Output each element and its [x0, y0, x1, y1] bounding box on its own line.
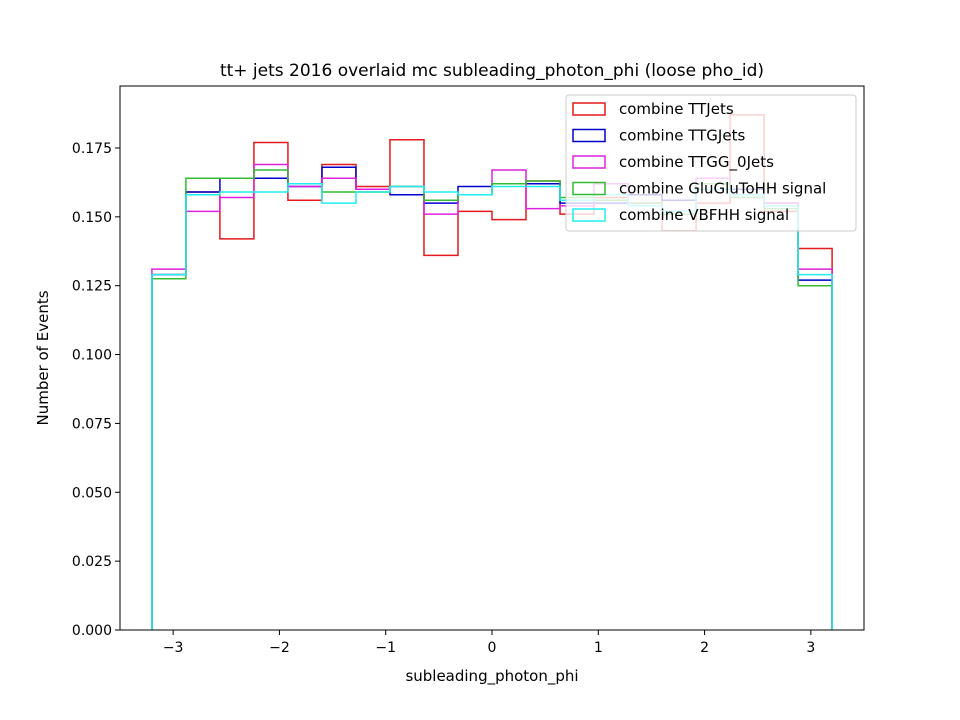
legend-swatch [572, 155, 606, 169]
x-tick-label: 2 [700, 640, 709, 656]
x-tick-label: −2 [269, 640, 290, 656]
x-tick-label: 0 [488, 640, 497, 656]
x-tick-label: 1 [594, 640, 603, 656]
x-axis: −3 −2 −1 0 1 2 3 [163, 630, 815, 656]
legend-label: combine TTGJets [619, 127, 745, 145]
y-tick-label: 0.175 [72, 141, 112, 157]
legend-label: combine TTGG_0Jets [619, 153, 774, 172]
x-tick-label: 3 [806, 640, 815, 656]
y-axis-label: Number of Events [34, 290, 52, 425]
legend-box [565, 94, 857, 232]
y-tick-label: 0.100 [72, 348, 112, 364]
x-tick-label: −1 [375, 640, 396, 656]
legend-swatch [572, 208, 606, 222]
legend-swatch [572, 102, 606, 116]
legend: combine TTJets combine TTGJets combine TTG… [565, 94, 857, 232]
legend-swatch [572, 181, 606, 196]
x-tick-label: −3 [163, 640, 184, 656]
chart-title: tt+ jets 2016 overlaid mc subleading_pho… [220, 61, 764, 81]
legend-label: combine GluGluToHH signal [619, 180, 826, 198]
y-tick-label: 0.000 [72, 623, 112, 639]
y-tick-label: 0.150 [72, 210, 112, 226]
y-tick-label: 0.050 [72, 485, 112, 501]
legend-swatch [572, 128, 606, 143]
y-tick-label: 0.025 [72, 554, 112, 570]
legend-label: combine TTJets [619, 100, 734, 118]
legend-label: combine VBFHH signal [619, 206, 789, 224]
x-axis-label: subleading_photon_phi [405, 667, 578, 686]
y-tick-label: 0.125 [72, 279, 112, 295]
y-axis: 0.000 0.025 0.050 0.075 0.100 0.125 0.150 0.175 [72, 141, 120, 639]
y-tick-label: 0.075 [72, 416, 112, 432]
